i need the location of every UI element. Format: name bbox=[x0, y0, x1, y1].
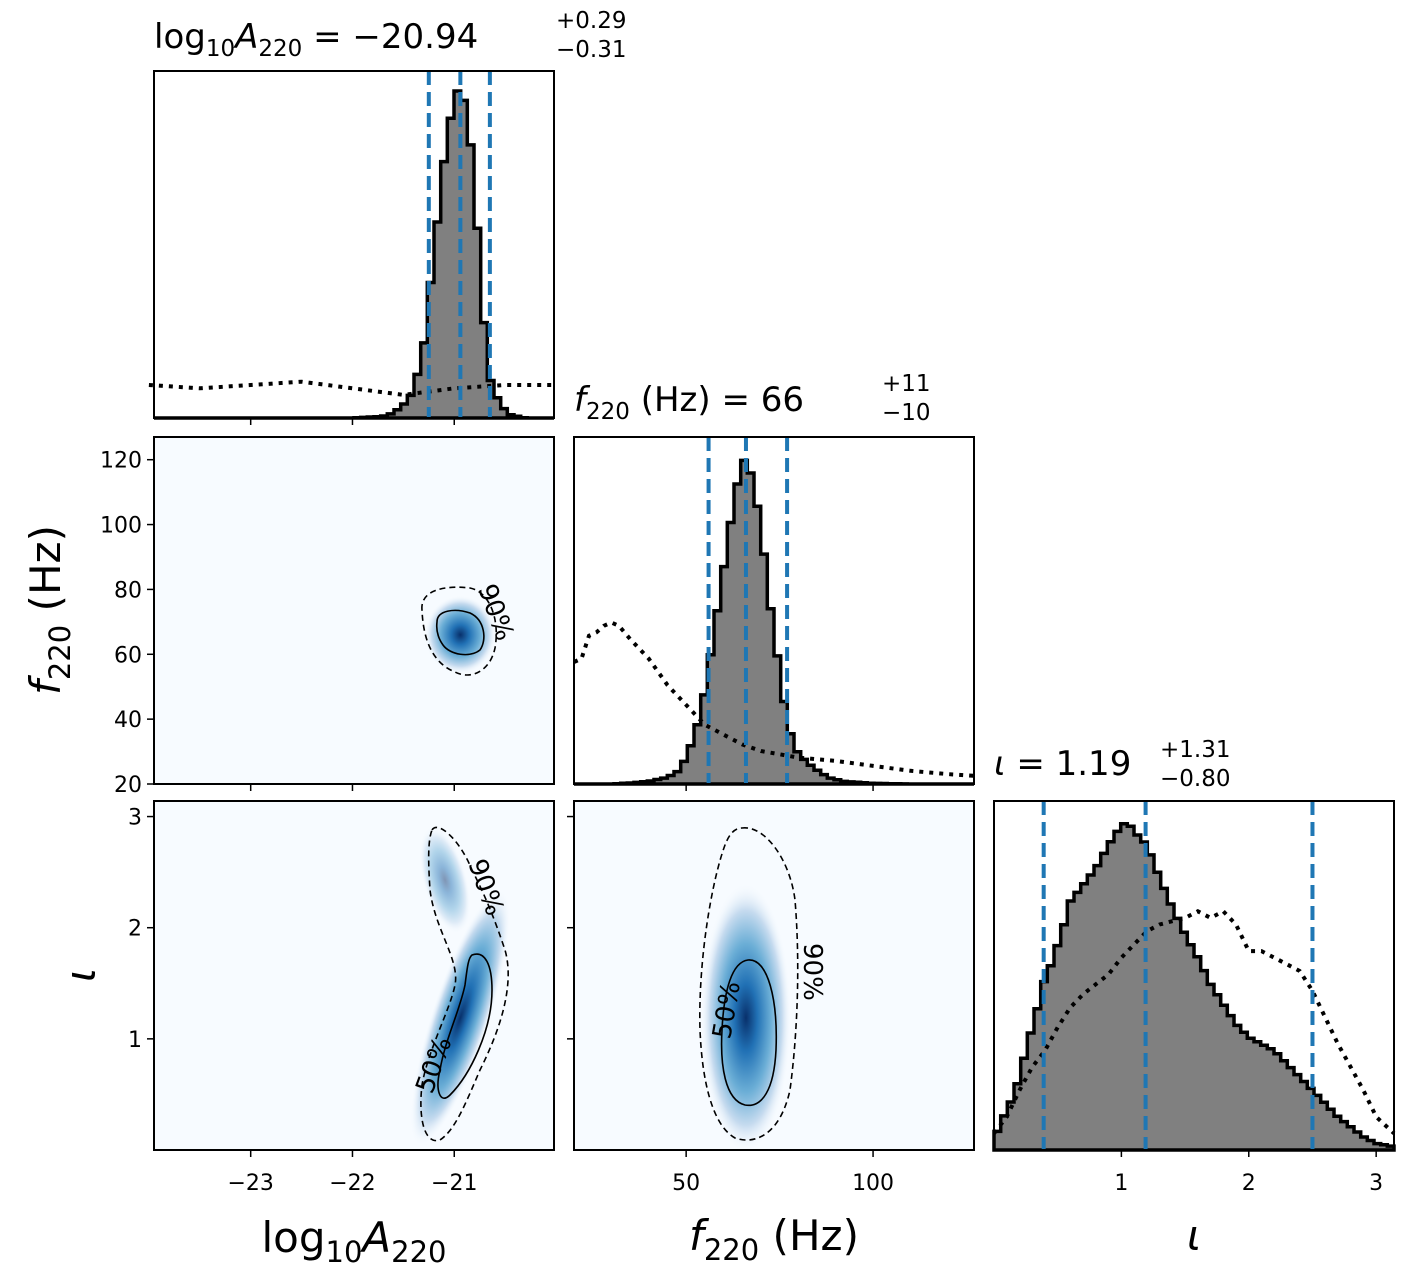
svg-text:+0.29: +0.29 bbox=[556, 8, 626, 34]
svg-text:−10: −10 bbox=[882, 400, 931, 426]
y-tick-label-iota-0: 1 bbox=[128, 1028, 142, 1053]
y-tick-label-iota-1: 2 bbox=[128, 917, 142, 942]
y-tick-labels: 20 40 60 80 100 120 1 2 3 bbox=[100, 449, 574, 1053]
title-logA: log10A220 = −20.94 +0.29 −0.31 bbox=[154, 8, 626, 63]
posterior-histogram-iota bbox=[992, 821, 1396, 1152]
density-frame-0 bbox=[153, 436, 555, 785]
density-blob bbox=[424, 595, 497, 675]
title-iota: ι = 1.19 +1.31 −0.80 bbox=[994, 737, 1230, 792]
panel-frame-logA bbox=[153, 70, 555, 419]
contour-90-iota-logA bbox=[420, 826, 509, 1142]
density-blob bbox=[700, 883, 792, 1150]
panel-frame-iota bbox=[993, 800, 1395, 1151]
x-tick-label-iota-1: 2 bbox=[1242, 1171, 1256, 1196]
contours-iota-vs-logA bbox=[420, 826, 509, 1142]
contours-iota-vs-f bbox=[699, 827, 799, 1141]
contour-50-f-logA bbox=[435, 609, 485, 656]
density-blob bbox=[410, 889, 511, 1146]
contour-50-iota-logA bbox=[437, 953, 493, 1099]
y-tick-label-f-5: 120 bbox=[100, 449, 142, 474]
xlabel-iota: ι bbox=[1187, 1211, 1201, 1260]
svg-text:f220 (Hz) = 66: f220 (Hz) = 66 bbox=[574, 380, 804, 425]
x-tick-label-f-0: 50 bbox=[672, 1171, 700, 1196]
histogram-panel-logA bbox=[148, 70, 555, 420]
prior-histogram-f bbox=[573, 620, 975, 778]
prior-histogram-iota bbox=[992, 908, 1396, 1135]
panel-frame-f bbox=[573, 436, 975, 785]
x-tick-label-f-1: 100 bbox=[852, 1171, 894, 1196]
x-tick-label-iota-0: 1 bbox=[1114, 1171, 1128, 1196]
contour-label-90-iota-f: 90% bbox=[797, 943, 827, 1001]
xlabel-f: f220 (Hz) bbox=[689, 1211, 859, 1267]
y-tick-label-f-0: 20 bbox=[114, 773, 142, 798]
histogram-panel-iota bbox=[992, 800, 1396, 1152]
y-tick-label-iota-2: 3 bbox=[128, 806, 142, 831]
histogram-panel-f bbox=[573, 436, 975, 786]
xlabel-logA: log10A220 bbox=[261, 1213, 446, 1269]
y-tick-label-f-2: 60 bbox=[114, 643, 142, 668]
density-frame-2 bbox=[573, 800, 975, 1151]
svg-text:ι = 1.19: ι = 1.19 bbox=[994, 744, 1131, 784]
y-tick-label-f-1: 40 bbox=[114, 708, 142, 733]
svg-text:−0.80: −0.80 bbox=[1160, 766, 1230, 792]
x-tick-label-logA-1: −22 bbox=[329, 1171, 375, 1196]
ylabel-iota: ι bbox=[56, 968, 105, 982]
y-tick-label-f-4: 100 bbox=[100, 514, 142, 539]
contour-90-iota-f bbox=[699, 827, 799, 1141]
density-blob-tail bbox=[419, 826, 471, 934]
x-tick-label-logA-2: −21 bbox=[431, 1171, 477, 1196]
title-f: f220 (Hz) = 66 +11 −10 bbox=[574, 371, 931, 426]
panel-background-logA bbox=[154, 71, 554, 418]
svg-text:+11: +11 bbox=[882, 371, 931, 397]
y-tick-label-f-3: 80 bbox=[114, 578, 142, 603]
svg-text:−0.31: −0.31 bbox=[556, 37, 626, 63]
density-panel-iota-vs-f bbox=[574, 801, 974, 1150]
contour-90-f-logA bbox=[421, 586, 497, 676]
contour-50-iota-f bbox=[720, 959, 778, 1107]
density-panel-f-vs-logA bbox=[154, 437, 554, 784]
x-tick-label-iota-2: 3 bbox=[1369, 1171, 1383, 1196]
x-tick-label-logA-0: −23 bbox=[227, 1171, 273, 1196]
x-tick-labels: −23 −22 −21 50 100 1 2 3 bbox=[227, 418, 1383, 1196]
density-frame-1 bbox=[153, 800, 555, 1151]
ylabel-f: f220 (Hz) bbox=[21, 525, 77, 695]
density-panel-iota-vs-logA bbox=[154, 801, 554, 1150]
svg-text:log10A220 = −20.94: log10A220 = −20.94 bbox=[154, 17, 478, 62]
contours-f-vs-logA bbox=[421, 586, 497, 676]
svg-text:+1.31: +1.31 bbox=[1160, 737, 1230, 763]
